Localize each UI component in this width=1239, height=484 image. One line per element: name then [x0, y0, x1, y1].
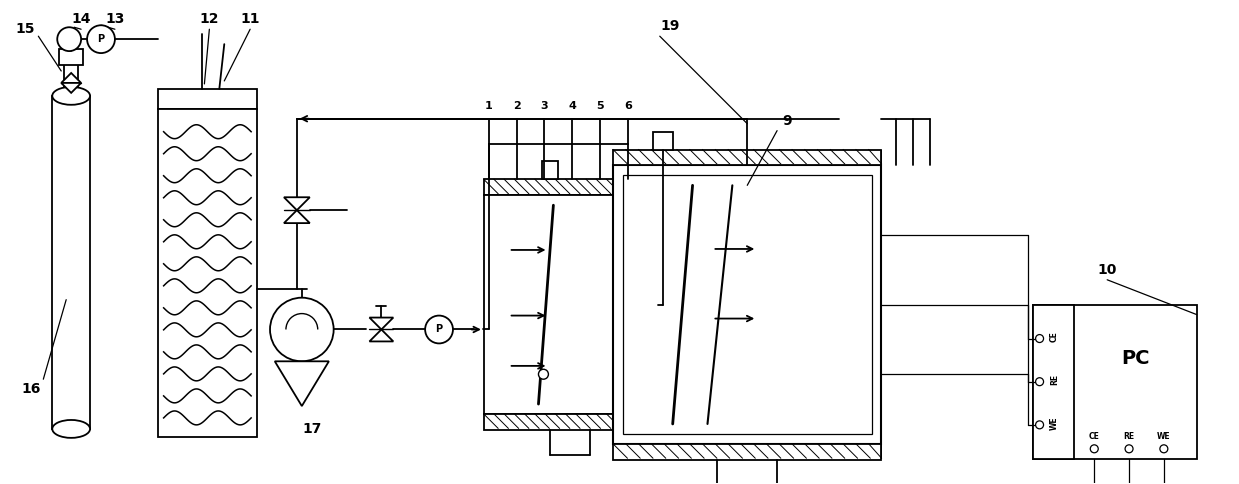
Bar	[157, 89, 256, 109]
Text: 3: 3	[540, 101, 548, 111]
Bar	[543, 162, 559, 180]
Bar	[59, 49, 83, 65]
Ellipse shape	[52, 420, 90, 438]
Circle shape	[57, 27, 81, 51]
Text: 1: 1	[484, 101, 493, 111]
Circle shape	[1125, 445, 1132, 453]
Text: PC: PC	[1121, 349, 1150, 368]
Text: 10: 10	[1098, 263, 1116, 277]
Bar	[483, 195, 658, 414]
Text: WE: WE	[1049, 416, 1059, 430]
Bar	[157, 109, 256, 437]
Text: P: P	[435, 324, 442, 334]
Bar	[1032, 304, 1197, 459]
Bar	[483, 180, 658, 195]
Circle shape	[1036, 334, 1043, 343]
Polygon shape	[284, 210, 310, 223]
Circle shape	[270, 298, 333, 362]
Bar	[613, 150, 881, 166]
Circle shape	[1036, 378, 1043, 386]
Polygon shape	[275, 362, 328, 406]
Polygon shape	[369, 330, 393, 341]
Text: 13: 13	[105, 12, 125, 26]
Text: CE: CE	[1049, 331, 1059, 342]
Text: 14: 14	[72, 12, 90, 26]
Bar	[653, 132, 673, 150]
Bar	[613, 444, 881, 460]
Bar	[623, 175, 871, 434]
Circle shape	[425, 316, 453, 344]
Text: 19: 19	[660, 19, 679, 33]
Text: 12: 12	[199, 12, 219, 26]
Text: P: P	[98, 34, 104, 44]
Circle shape	[87, 25, 115, 53]
Text: 17: 17	[302, 422, 321, 436]
Circle shape	[1036, 421, 1043, 429]
Text: 4: 4	[569, 101, 576, 111]
Text: 15: 15	[16, 22, 35, 36]
Text: 16: 16	[22, 382, 41, 396]
Bar	[613, 166, 881, 444]
Text: 5: 5	[596, 101, 603, 111]
Text: CE: CE	[1089, 432, 1100, 441]
Text: RE: RE	[1124, 432, 1135, 441]
Circle shape	[539, 369, 549, 379]
Circle shape	[1090, 445, 1098, 453]
Polygon shape	[284, 197, 310, 210]
Text: RE: RE	[1049, 374, 1059, 385]
Text: WE: WE	[1157, 432, 1171, 441]
Bar	[1032, 304, 1074, 459]
Polygon shape	[369, 318, 393, 330]
Bar	[52, 96, 90, 429]
Text: 6: 6	[624, 101, 632, 111]
Circle shape	[1160, 445, 1168, 453]
Ellipse shape	[52, 87, 90, 105]
Bar	[483, 414, 658, 430]
Polygon shape	[61, 73, 81, 83]
Polygon shape	[61, 83, 81, 93]
Text: 11: 11	[240, 12, 260, 26]
Text: 9: 9	[782, 114, 792, 128]
Text: 2: 2	[513, 101, 520, 111]
